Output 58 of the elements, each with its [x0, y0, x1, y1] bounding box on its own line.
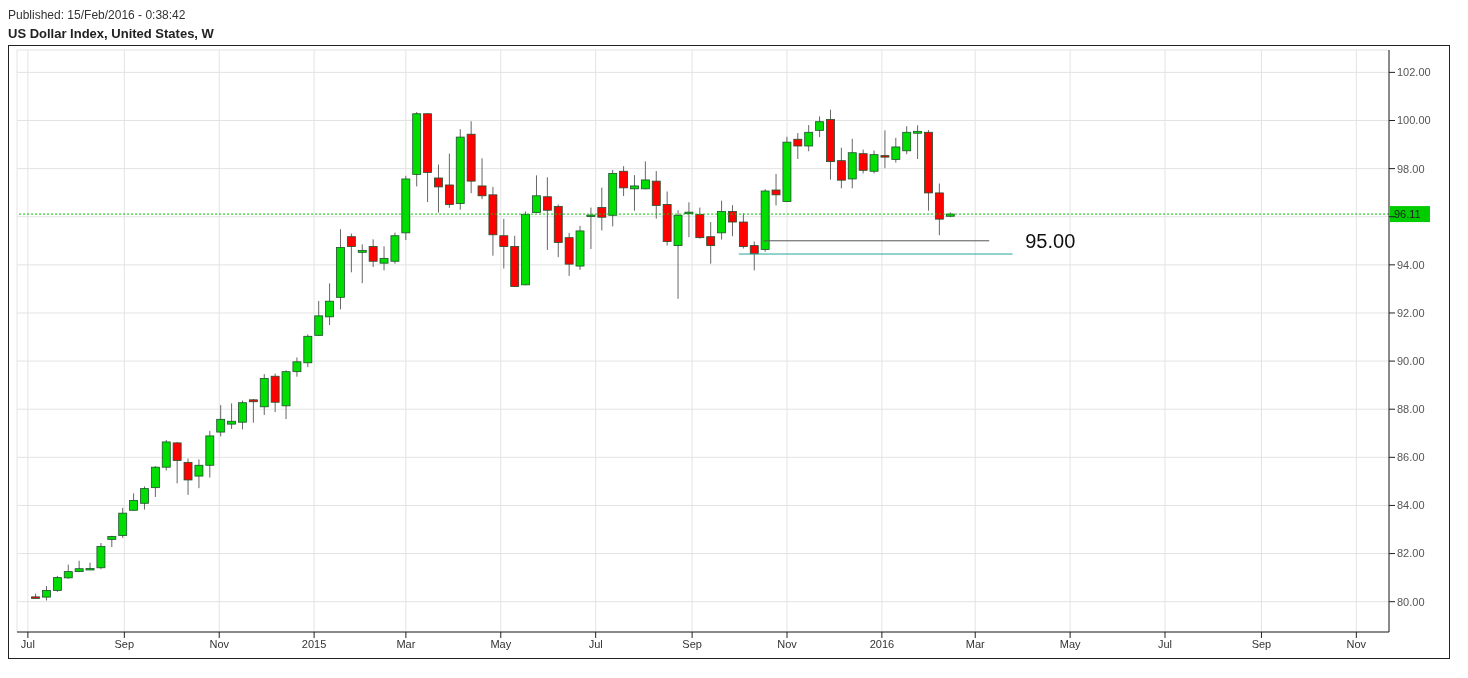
y-tick-label: 84.00: [1397, 499, 1425, 512]
candlestick: [706, 221, 716, 265]
candlestick: [444, 153, 454, 209]
candlestick: [836, 147, 846, 189]
candlestick: [140, 485, 149, 511]
candlestick: [630, 174, 639, 212]
x-tick-label: 2016: [869, 637, 895, 650]
x-tick-label: Nov: [209, 637, 230, 650]
y-tick-label: 90.00: [1397, 354, 1425, 367]
candlestick: [717, 200, 726, 241]
y-tick-label: 88.00: [1397, 403, 1425, 416]
candlestick: [325, 282, 334, 326]
y-tick-label: 100.00: [1397, 114, 1431, 127]
x-tick-label: Jul: [20, 637, 35, 650]
x-tick-label: May: [1059, 637, 1081, 650]
y-tick-label: 98.00: [1397, 162, 1425, 175]
x-tick-label: Sep: [682, 637, 702, 650]
candlestick: [913, 124, 922, 160]
annotation: 95.00: [1025, 229, 1076, 252]
candlestick: [619, 165, 628, 197]
candlestick: [96, 542, 106, 570]
x-tick-label: Nov: [777, 637, 798, 650]
x-tick-label: Sep: [114, 637, 135, 650]
candlestick: [150, 465, 160, 498]
x-tick-label: Mar: [396, 637, 416, 650]
y-tick-label: 94.00: [1397, 258, 1425, 271]
candlestick: [434, 164, 443, 214]
candlestick: [227, 402, 236, 430]
candlestick: [804, 124, 814, 152]
candlestick: [346, 233, 356, 273]
candlestick: [238, 400, 247, 430]
candlestick: [640, 160, 650, 190]
y-tick-label: 80.00: [1397, 595, 1425, 608]
text: Published: 15/Feb/2016 - 0:38:42: [8, 8, 187, 22]
y-tick-label: 102.00: [1397, 66, 1431, 79]
chart-title: US Dollar Index, United States, W: [8, 26, 215, 41]
x-tick-label: Jul: [1157, 637, 1173, 650]
candlestick: [532, 174, 541, 214]
candlestick: [118, 507, 128, 539]
x-tick-label: Nov: [1346, 637, 1367, 650]
x-tick-label: May: [490, 637, 512, 650]
candlestick: [542, 176, 552, 251]
y-tick-label: 92.00: [1397, 306, 1425, 319]
candlestick: [314, 300, 324, 337]
x-tick-label: Jul: [588, 637, 603, 650]
x-tick-label: Mar: [965, 637, 986, 650]
candlestick: [216, 404, 226, 437]
candlestick: [695, 207, 705, 240]
x-tick-label: Sep: [1251, 637, 1272, 650]
y-tick-label: 86.00: [1397, 451, 1425, 464]
candlestick: [499, 218, 509, 269]
ref-line-label: 96.11: [1394, 208, 1421, 221]
candlestick: [248, 398, 258, 424]
y-tick-label: 82.00: [1397, 547, 1425, 560]
x-tick-label: 2015: [301, 637, 327, 650]
candlestick: [815, 115, 824, 138]
candlestick: [728, 204, 737, 237]
candlestick: [902, 125, 912, 155]
